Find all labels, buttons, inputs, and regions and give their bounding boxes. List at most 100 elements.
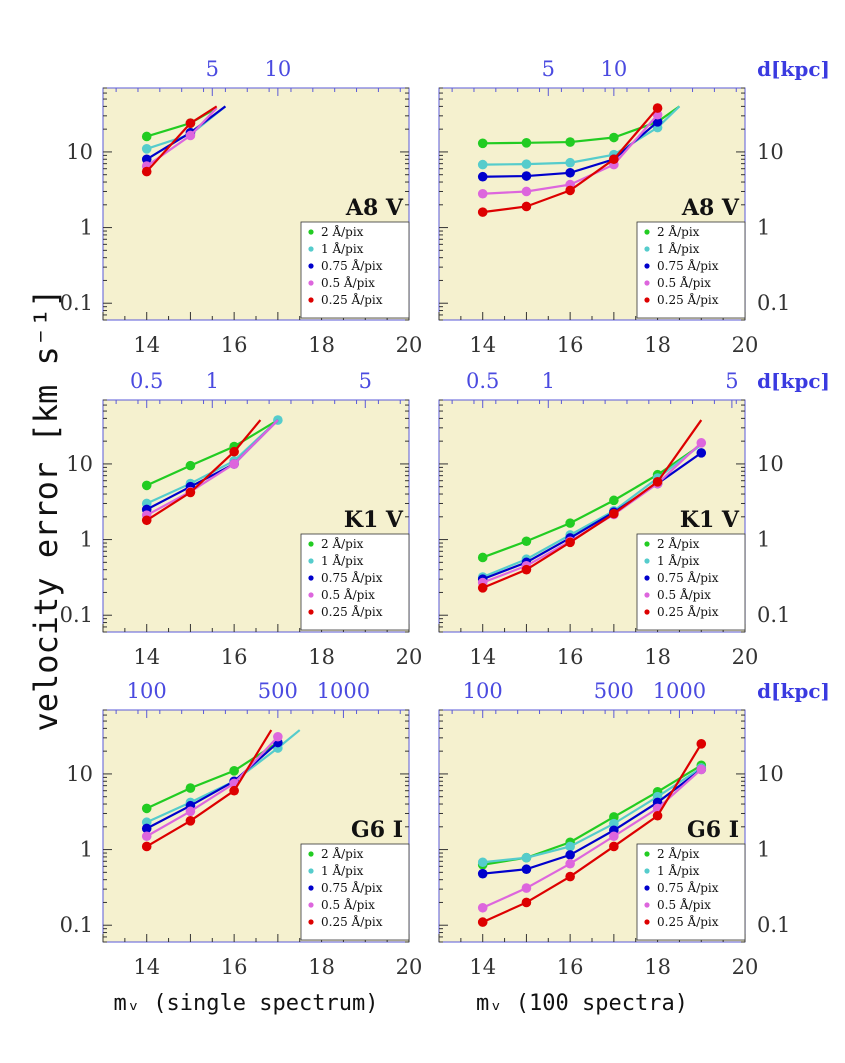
legend-marker	[644, 280, 650, 286]
data-point	[477, 171, 488, 182]
data-point	[185, 118, 196, 128]
data-point	[229, 765, 239, 776]
legend-label: 0.75 Å/pix	[657, 258, 719, 273]
star-type-label: K1 V	[344, 507, 404, 533]
panel-g6i-single: 14 16 18 20 100 500 1000 0.1 1 10 2 Å/pix 1 Å/pix 0.…	[60, 679, 423, 1016]
legend-marker	[308, 541, 314, 547]
x-tick-label: 18	[308, 645, 335, 669]
data-point	[565, 167, 575, 178]
x-tick-label: 14	[469, 333, 496, 357]
legend-marker	[308, 868, 314, 874]
data-point	[565, 858, 575, 869]
y-tick-label: 0.1	[60, 913, 93, 937]
series-line	[482, 451, 702, 581]
data-point	[477, 868, 488, 879]
data-point	[652, 810, 663, 821]
panel-g6i-100: 14 16 18 20 100 500 1000 d[kpc] 0.1 1 10 2 Å/pix 1 Å…	[438, 679, 830, 1016]
data-point	[141, 803, 152, 814]
series-line	[146, 741, 279, 830]
legend-marker	[308, 246, 314, 252]
data-point	[185, 130, 196, 141]
legend-label: 0.5 Å/pix	[657, 275, 711, 290]
data-point	[565, 137, 575, 147]
distance-unit-label: d[kpc]	[757, 369, 830, 393]
data-point	[141, 143, 152, 154]
x-tick-label: 16	[557, 333, 584, 357]
y-tick-label: 10	[757, 140, 784, 164]
x-tick-label: 14	[133, 955, 160, 979]
data-point	[477, 207, 488, 217]
legend-label: 1 Å/pix	[321, 553, 364, 568]
legend-marker	[644, 609, 650, 615]
data-point	[521, 536, 532, 547]
legend-label: 0.25 Å/pix	[321, 604, 383, 619]
top-tick-label: 0.5	[130, 369, 163, 393]
data-point	[521, 186, 532, 197]
x-tick-label: 16	[557, 645, 584, 669]
legend-marker	[308, 885, 314, 891]
data-point	[185, 806, 196, 817]
x-axis-label: mᵥ (single spectrum)	[114, 991, 379, 1016]
data-point	[141, 131, 152, 142]
x-tick-label: 20	[732, 333, 759, 357]
legend-marker	[308, 575, 314, 581]
top-tick-label: 100	[463, 679, 503, 703]
top-tick-label: 1000	[317, 679, 370, 703]
data-point	[565, 841, 575, 852]
data-point	[696, 438, 707, 448]
legend-marker	[644, 558, 650, 564]
legend-label: 2 Å/pix	[657, 536, 700, 551]
data-point	[609, 818, 619, 829]
legend-label: 1 Å/pix	[657, 241, 700, 256]
legend-box	[300, 221, 410, 319]
series-line	[146, 419, 279, 517]
y-tick-label: 1	[757, 528, 770, 552]
x-tick-label: 14	[469, 645, 496, 669]
data-point	[273, 731, 283, 742]
legend-label: 0.5 Å/pix	[321, 897, 375, 912]
x-tick-label: 16	[221, 333, 248, 357]
series-line	[146, 729, 273, 848]
series-line	[146, 736, 279, 838]
legend-label: 0.5 Å/pix	[321, 587, 375, 602]
data-point	[141, 823, 152, 834]
data-point	[141, 831, 152, 842]
data-point	[521, 564, 532, 575]
legend-marker	[644, 541, 650, 547]
legend-label: 1 Å/pix	[321, 241, 364, 256]
legend-marker	[308, 280, 314, 286]
x-tick-label: 14	[133, 645, 160, 669]
x-tick-label: 14	[133, 333, 160, 357]
legend-box	[300, 533, 410, 631]
data-point	[609, 812, 619, 822]
x-tick-label: 18	[308, 955, 335, 979]
legend-marker	[644, 919, 650, 925]
y-tick-label: 1	[757, 838, 770, 862]
data-point	[521, 852, 532, 863]
legend-label: 0.25 Å/pix	[657, 292, 719, 307]
data-point	[185, 487, 196, 498]
x-tick-label: 20	[732, 645, 759, 669]
legend-label: 0.75 Å/pix	[321, 570, 383, 585]
legend-label: 2 Å/pix	[321, 536, 364, 551]
data-point	[565, 850, 575, 860]
y-tick-label: 1	[80, 528, 93, 552]
data-point	[141, 841, 152, 852]
data-point	[477, 552, 488, 563]
legend-marker	[644, 592, 650, 598]
legend-label: 0.75 Å/pix	[657, 570, 719, 585]
panel-a8v-single: 14 16 18 20 5 10 0.1 1 10 2 Å/pix 1 Å/pix 0.75 Å/pi…	[60, 57, 423, 357]
legend-marker	[308, 851, 314, 857]
data-point	[185, 816, 196, 826]
y-tick-label: 10	[66, 140, 93, 164]
top-tick-label: 10	[264, 57, 291, 81]
legend-marker	[308, 919, 314, 925]
data-point	[521, 864, 532, 875]
y-tick-label: 10	[66, 452, 93, 476]
y-tick-label: 1	[757, 216, 770, 240]
legend-label: 0.5 Å/pix	[321, 275, 375, 290]
legend-marker	[308, 592, 314, 598]
y-tick-label: 0.1	[60, 291, 93, 315]
x-tick-label: 18	[308, 333, 335, 357]
top-tick-label: 5	[725, 369, 738, 393]
